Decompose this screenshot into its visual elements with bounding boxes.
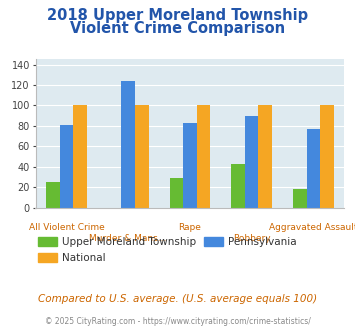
Bar — [46, 182, 60, 208]
Bar — [293, 189, 307, 208]
Text: Murder & Mans...: Murder & Mans... — [89, 234, 167, 243]
Text: Robbery: Robbery — [233, 234, 271, 243]
Text: Rape: Rape — [179, 223, 201, 232]
Bar — [258, 106, 272, 208]
Bar — [307, 129, 320, 208]
Bar — [231, 164, 245, 208]
Bar — [197, 106, 210, 208]
Text: © 2025 CityRating.com - https://www.cityrating.com/crime-statistics/: © 2025 CityRating.com - https://www.city… — [45, 317, 310, 326]
Bar — [60, 125, 73, 208]
Text: All Violent Crime: All Violent Crime — [28, 223, 104, 232]
Text: 2018 Upper Moreland Township: 2018 Upper Moreland Township — [47, 8, 308, 23]
Text: Violent Crime Comparison: Violent Crime Comparison — [70, 21, 285, 36]
Bar — [73, 106, 87, 208]
Bar — [170, 178, 183, 208]
Text: Aggravated Assault: Aggravated Assault — [269, 223, 355, 232]
Bar — [121, 81, 135, 208]
Bar — [183, 123, 197, 208]
Bar — [245, 116, 258, 208]
Text: Compared to U.S. average. (U.S. average equals 100): Compared to U.S. average. (U.S. average … — [38, 294, 317, 304]
Legend: Upper Moreland Township, National, Pennsylvania: Upper Moreland Township, National, Penns… — [34, 233, 301, 267]
Bar — [320, 106, 334, 208]
Bar — [135, 106, 148, 208]
